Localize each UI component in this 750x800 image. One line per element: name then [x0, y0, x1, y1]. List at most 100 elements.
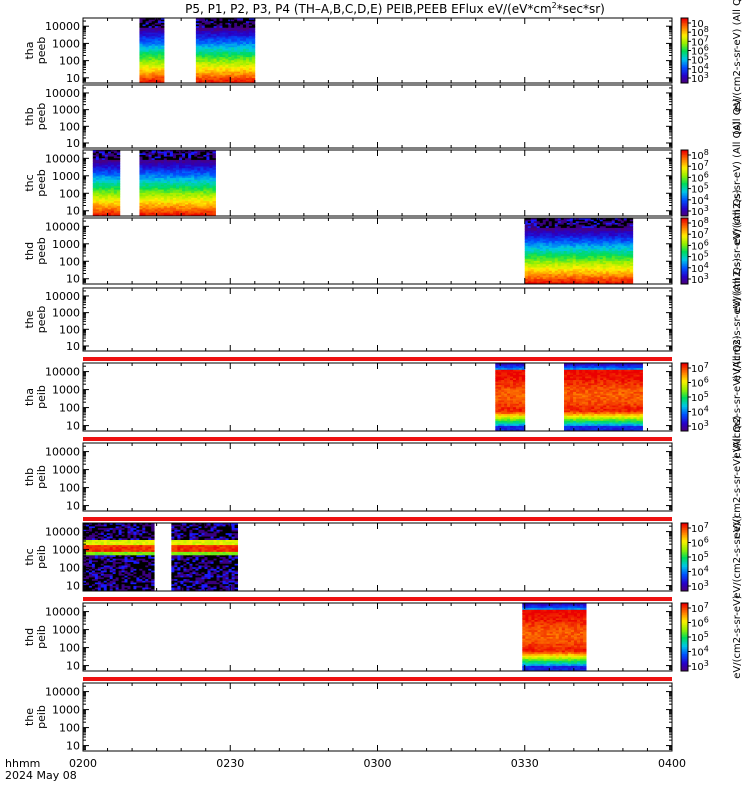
spectrogram-cell — [560, 260, 565, 263]
spectrogram-cell — [116, 176, 121, 179]
spectrogram-cell — [237, 70, 241, 73]
spectrogram-cell — [623, 267, 628, 270]
spectrogram-cell — [95, 181, 100, 184]
spectrogram-cell — [536, 267, 541, 270]
spectrogram-cell — [542, 242, 547, 245]
spectrogram-cell — [608, 247, 613, 250]
spectrogram-cell — [172, 209, 177, 212]
spectrogram-cell — [554, 275, 559, 278]
spectrogram-cell — [207, 78, 212, 81]
spectrogram-cell — [548, 229, 553, 232]
spectrogram-cell — [139, 163, 143, 166]
spectrogram-cell — [116, 202, 121, 205]
spectrogram-cell — [160, 18, 165, 21]
spectrogram-cell — [584, 232, 589, 235]
spectrogram-cell — [240, 50, 244, 53]
spectrogram-cell — [548, 280, 553, 283]
spectrogram-cell — [243, 45, 247, 48]
spectrogram-cell — [166, 163, 171, 166]
spectrogram-cell — [533, 229, 538, 232]
spectrogram-cell — [623, 280, 628, 283]
colorbar-cell — [681, 60, 688, 63]
spectrogram-cell — [554, 234, 559, 237]
spectrogram-cell — [248, 29, 253, 32]
spectrogram-cell — [116, 209, 121, 212]
spectrogram-cell — [225, 68, 229, 71]
spectrogram-cell — [545, 249, 550, 252]
spectrogram-cell — [116, 150, 121, 153]
spectrogram-cell — [245, 66, 250, 69]
spectrogram-cell — [611, 231, 616, 234]
spectrogram-cell — [533, 274, 538, 277]
spectrogram-cell — [201, 65, 206, 68]
colorbar-cell — [681, 18, 688, 21]
spectrogram-cell — [527, 269, 532, 272]
spectrogram-cell — [231, 78, 235, 81]
spectrogram-cell — [182, 187, 186, 190]
spectrogram-cell — [212, 159, 216, 162]
spectrogram-segment — [139, 18, 165, 84]
spectrogram-cell — [179, 187, 183, 190]
spectrogram-cell — [569, 267, 574, 270]
spectrogram-cell — [107, 187, 112, 190]
spectrogram-cell — [185, 164, 189, 167]
spectrogram-cell — [191, 156, 195, 159]
spectrogram-cell — [542, 280, 547, 283]
spectrogram-cell — [234, 81, 238, 84]
spectrogram-cell — [110, 173, 115, 176]
spectrogram-cell — [116, 214, 121, 217]
spectrogram-cell — [203, 204, 207, 207]
spectrogram-cell — [590, 236, 595, 239]
spectrogram-cell — [611, 244, 616, 247]
colorbar-cell — [681, 68, 688, 71]
spectrogram-cell — [172, 174, 177, 177]
spectrogram-cell — [198, 32, 203, 35]
spectrogram-cell — [228, 48, 232, 51]
spectrogram-cell — [243, 48, 247, 51]
spectrogram-cell — [203, 150, 207, 153]
spectrogram-cell — [209, 158, 213, 161]
spectrogram-cell — [160, 71, 165, 74]
spectrogram-cell — [231, 57, 235, 60]
spectrogram-cell — [92, 154, 97, 157]
spectrogram-cell — [545, 274, 550, 277]
spectrogram-cell — [195, 37, 200, 40]
spectrogram-cell — [145, 29, 150, 32]
spectrogram-cell — [593, 222, 598, 225]
spectrogram-cell — [545, 226, 550, 229]
spectrogram-cell — [495, 390, 499, 393]
spectrogram-cell — [620, 242, 625, 245]
spectrogram-cell — [113, 169, 118, 172]
spectrogram-cell — [228, 60, 232, 63]
spectrogram-cell — [222, 71, 226, 74]
spectrogram-cell — [104, 156, 109, 159]
spectrogram-cell — [578, 218, 583, 221]
colorbar-cell — [681, 39, 688, 42]
spectrogram-cell — [169, 166, 174, 169]
spectrogram-cell — [216, 48, 220, 51]
spectrogram-cell — [113, 171, 118, 174]
spectrogram-cell — [116, 207, 121, 210]
spectrogram-cell — [237, 74, 241, 77]
spectrogram-cell — [145, 176, 149, 179]
spectrogram-cell — [524, 244, 529, 247]
spectrogram-cell — [605, 280, 610, 283]
spectrogram-cell — [151, 178, 156, 181]
spectrogram-cell — [248, 45, 253, 48]
spectrogram-cell — [548, 282, 553, 285]
spectrogram-cell — [231, 21, 235, 24]
spectrogram-cell — [584, 227, 589, 230]
spectrogram-cell — [188, 150, 192, 153]
spectrogram-cell — [163, 161, 168, 164]
spectrogram-cell — [245, 22, 250, 25]
spectrogram-cell — [599, 239, 604, 242]
spectrogram-cell — [191, 197, 195, 200]
spectrogram-cell — [545, 262, 550, 265]
spectrogram-cell — [524, 259, 529, 262]
spectrogram-cell — [154, 52, 159, 55]
spectrogram-cell — [578, 227, 583, 230]
spectrogram-cell — [154, 60, 159, 63]
spectrogram-cell — [545, 254, 550, 257]
spectrogram-cell — [240, 21, 244, 24]
spectrogram-cell — [197, 181, 201, 184]
